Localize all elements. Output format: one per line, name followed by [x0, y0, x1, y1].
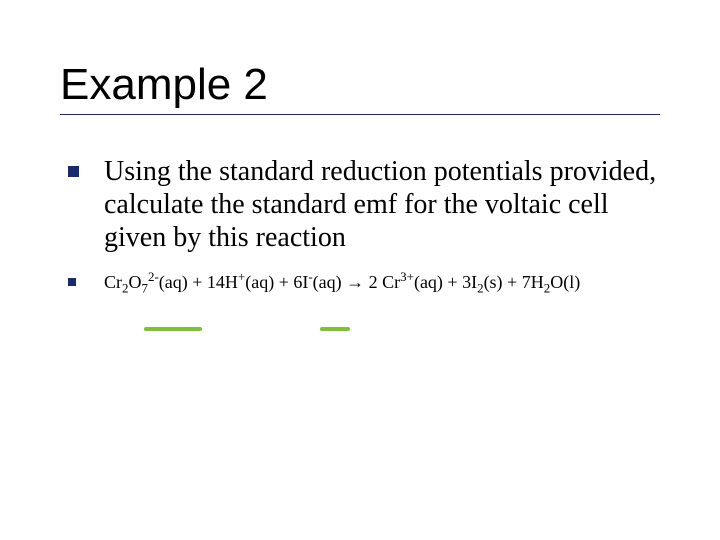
slide: Example 2 Using the standard reduction p…	[0, 0, 720, 540]
bullet-list: Using the standard reduction potentials …	[60, 155, 660, 293]
bullet-text: Using the standard reduction potentials …	[104, 156, 656, 253]
title-underline: Example 2	[60, 60, 660, 115]
bullet-item: Cr2O72-(aq) + 14H+(aq) + 6I-(aq) → 2 Cr3…	[68, 272, 660, 293]
hand-underline	[144, 327, 202, 331]
reaction-equation: Cr2O72-(aq) + 14H+(aq) + 6I-(aq) → 2 Cr3…	[104, 272, 580, 292]
hand-underline	[320, 327, 350, 331]
square-bullet-icon	[68, 278, 76, 286]
bullet-item: Using the standard reduction potentials …	[68, 155, 660, 254]
square-bullet-icon	[68, 166, 79, 177]
slide-title: Example 2	[60, 60, 660, 110]
